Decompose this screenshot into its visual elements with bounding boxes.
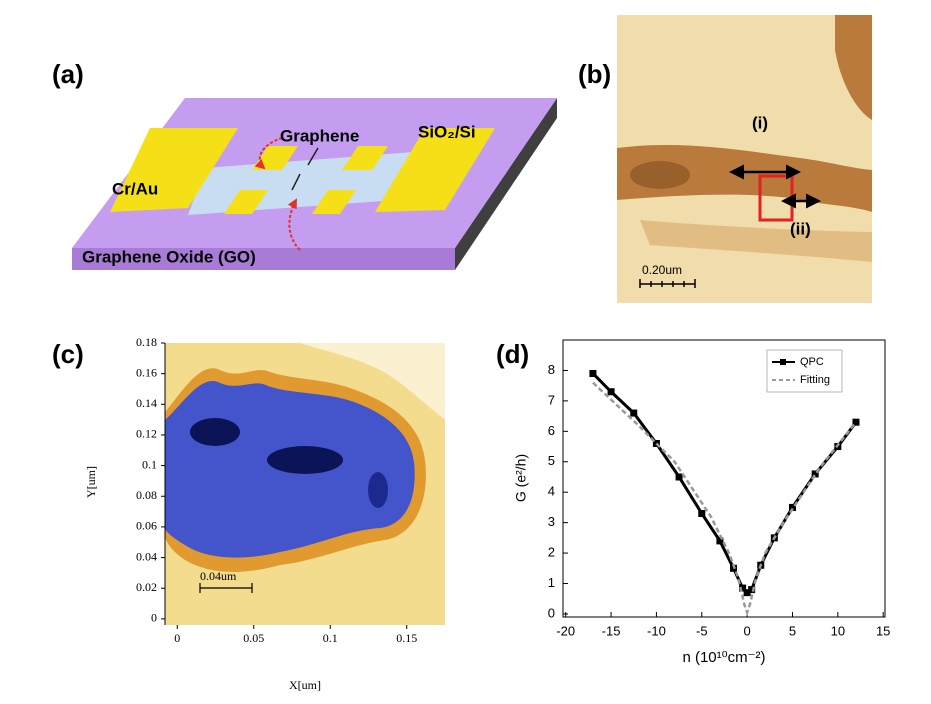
y-tick-label: 8	[548, 362, 555, 377]
x-tick-label: 15	[876, 623, 890, 638]
scale-bar	[199, 583, 253, 593]
x-tick-label: -10	[647, 623, 666, 638]
y-tick-label: 0.1	[142, 457, 157, 471]
legend-label: Fitting	[800, 374, 830, 386]
legend-label: QPC	[800, 356, 824, 368]
x-tick-label: 0	[174, 631, 180, 645]
x-axis-label: n (10¹⁰cm⁻²)	[682, 649, 765, 666]
panel-label: (d)	[496, 339, 529, 369]
marker	[652, 439, 660, 447]
y-tick-label: 0.14	[136, 396, 157, 410]
scale-label: 0.20um	[642, 263, 682, 277]
y-tick-label: 0.12	[136, 427, 157, 441]
scale-label: 0.04um	[200, 569, 237, 583]
graphene-label: Graphene	[280, 126, 359, 145]
marker	[607, 388, 615, 396]
x-tick-label: -5	[696, 623, 708, 638]
y-tick-label: 0	[548, 605, 555, 620]
slab-front	[72, 248, 455, 270]
x-tick-label: -15	[602, 623, 621, 638]
y-tick-label: 4	[548, 484, 555, 499]
panel-d: (d) G (e²/h) n (10¹⁰cm⁻²) 0 1 2 3 4 5 6 7 8 -20 -1…	[496, 339, 890, 666]
panel-label: (b)	[578, 59, 611, 89]
legend	[766, 349, 843, 393]
gap	[291, 173, 301, 191]
y-axis-label: G (e²/h)	[513, 454, 529, 502]
marker	[739, 584, 747, 592]
arrow-label: (i)	[752, 113, 768, 132]
marker	[811, 470, 819, 478]
y-tick-label: 0.04	[136, 549, 157, 563]
contour-region	[300, 343, 445, 420]
y-axis-label: Y[um]	[84, 466, 98, 498]
y-tick-label: 0.08	[136, 488, 157, 502]
contour-core	[368, 472, 388, 508]
marker	[698, 510, 706, 518]
panel-label: (c)	[52, 339, 84, 369]
y-tick-label: 0	[151, 611, 157, 625]
pad	[110, 128, 238, 212]
y-tick-label: 3	[548, 514, 555, 529]
y-tick-label: 1	[548, 575, 555, 590]
series-line	[592, 381, 857, 617]
panel-a: (a) Graphene SiO₂/Si Cr/Au Graphene Oxid…	[52, 59, 557, 270]
plot-frame	[562, 339, 886, 618]
afm-band	[835, 15, 872, 120]
y-tick-label: 0.16	[136, 365, 157, 379]
slab-side	[455, 98, 557, 270]
panel-b: (b) (i) (ii) 0.20um	[578, 15, 872, 303]
x-tick-label: 0.05	[243, 631, 264, 645]
x-tick-label: 5	[789, 623, 796, 638]
panel-label: (a)	[52, 59, 84, 89]
x-tick-label: 0	[744, 623, 751, 638]
contour-core	[267, 446, 343, 474]
series-line	[591, 372, 858, 595]
pointer	[287, 198, 301, 251]
y-tick-label: 6	[548, 423, 555, 438]
x-tick-label: -20	[556, 623, 575, 638]
gap	[307, 147, 319, 166]
y-tick-label: 0.18	[136, 335, 157, 349]
scale-bar	[639, 279, 696, 288]
y-tick-label: 7	[548, 392, 555, 407]
pad	[342, 146, 388, 170]
pointer	[254, 137, 283, 170]
y-tick-label: 0.06	[136, 519, 157, 533]
y-tick-label: 0.02	[136, 580, 157, 594]
afm-band	[640, 220, 872, 262]
marker	[788, 503, 796, 511]
marker	[743, 589, 751, 597]
oxide-label: Graphene Oxide (GO)	[82, 247, 256, 266]
marker	[748, 586, 756, 594]
substrate-label: SiO₂/Si	[418, 122, 476, 141]
contact-label: Cr/Au	[112, 179, 158, 198]
marker	[589, 369, 597, 377]
marker	[675, 473, 683, 481]
legend-swatch	[780, 359, 786, 365]
panel-c: (c) 0.04um Y[um] X[um] 0 0.02 0.04 0.06 0.08…	[52, 335, 445, 692]
pad	[375, 128, 495, 212]
y-tick-label: 5	[548, 453, 555, 468]
x-tick-label: 10	[831, 623, 845, 638]
x-axis-label: X[um]	[289, 678, 321, 692]
marker	[716, 537, 724, 545]
contour-core	[190, 418, 240, 446]
afm-spot	[630, 161, 690, 189]
pad	[224, 190, 268, 214]
x-tick-label: 0.15	[396, 631, 417, 645]
marker	[630, 409, 638, 417]
arrow-label: (ii)	[790, 219, 811, 238]
pad	[312, 190, 356, 214]
x-tick-label: 0.1	[323, 631, 338, 645]
y-tick-label: 2	[548, 545, 555, 560]
